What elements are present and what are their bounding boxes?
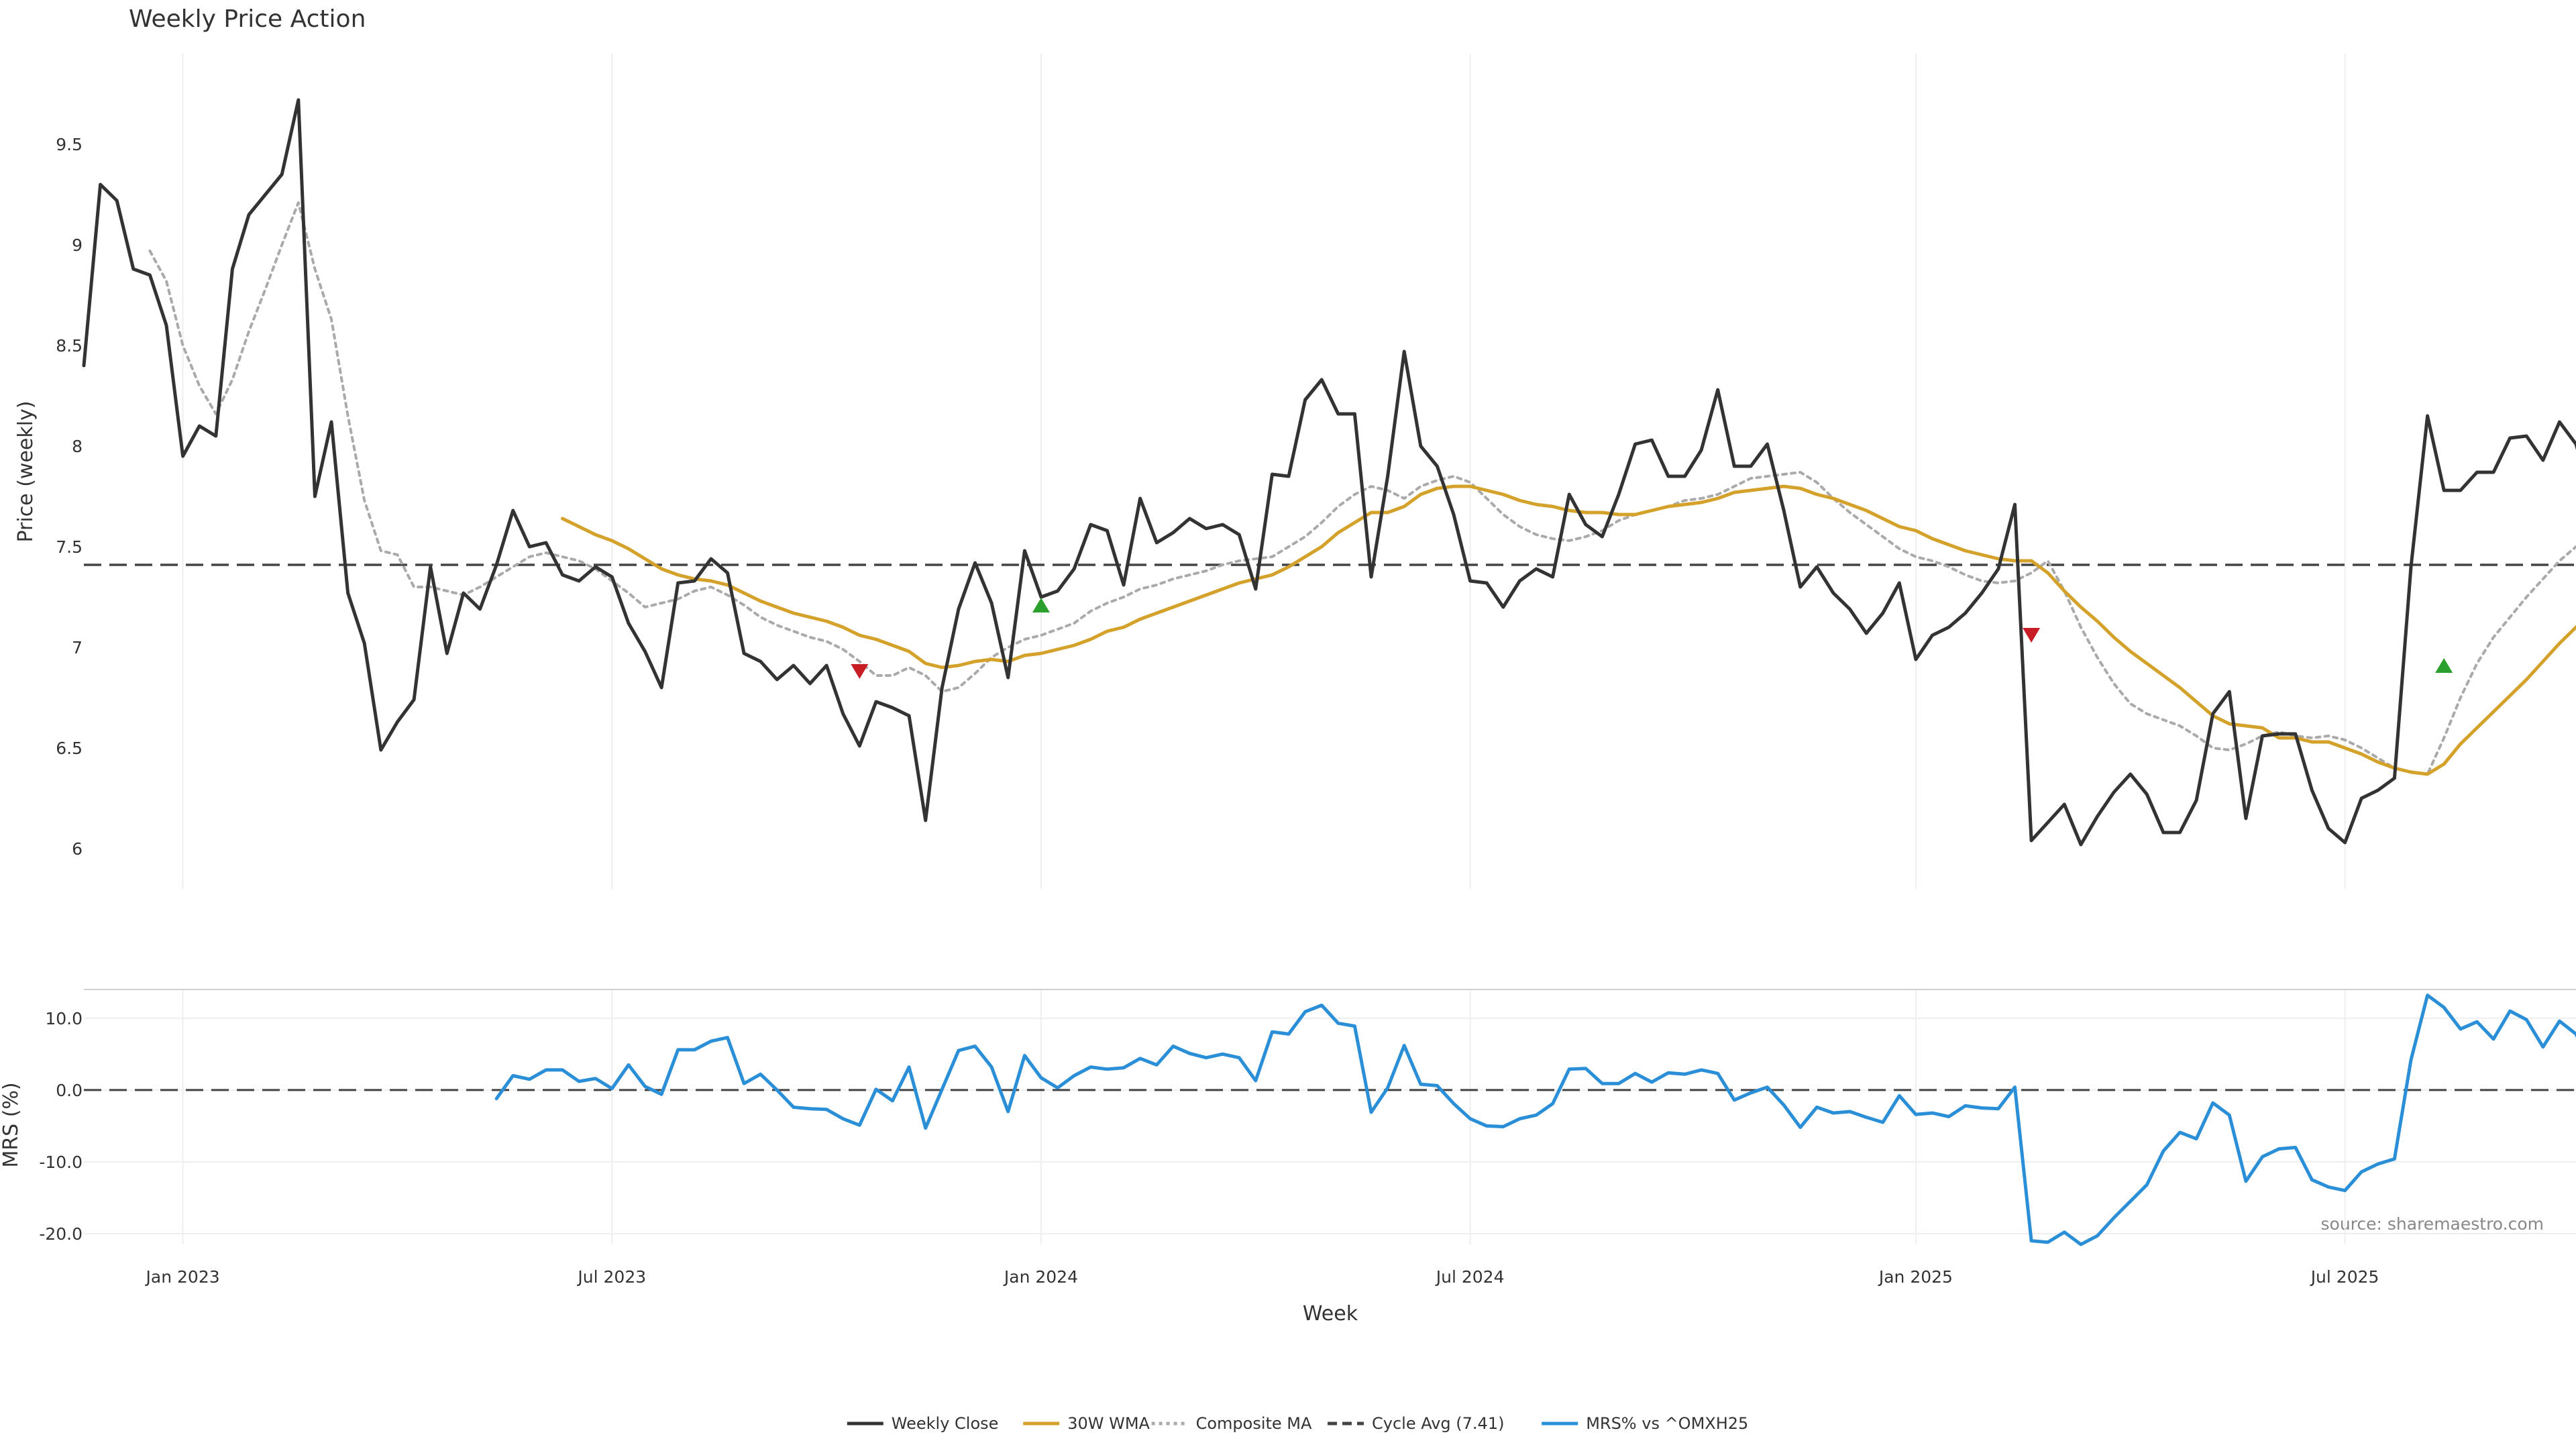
price-y-tick-label: 9.5 xyxy=(56,135,83,154)
buy-signal-marker xyxy=(1032,598,1050,612)
mrs-axis-label: MRS (%) xyxy=(0,1082,23,1167)
x-tick-label: Jul 2023 xyxy=(576,1267,646,1287)
sell-signal-marker xyxy=(2023,628,2041,643)
price-y-tick-label: 7.5 xyxy=(56,537,83,557)
price-axis-label: Price (weekly) xyxy=(14,400,38,542)
30w-wma-line xyxy=(561,484,2576,776)
x-tick-label: Jan 2024 xyxy=(1003,1267,1078,1287)
legend-label: Composite MA xyxy=(1196,1414,1312,1433)
x-tick-label: Jan 2025 xyxy=(1878,1267,1953,1287)
mrs-y-tick-label: -10.0 xyxy=(39,1152,83,1172)
x-tick-label: Jul 2025 xyxy=(2310,1267,2379,1287)
price-y-tick-label: 8.5 xyxy=(56,336,83,356)
legend-label: Weekly Close xyxy=(892,1414,999,1433)
legend-label: 30W WMA xyxy=(1067,1414,1150,1433)
mrs-y-tick-label: -20.0 xyxy=(39,1224,83,1244)
price-y-tick-label: 6.5 xyxy=(56,739,83,758)
weekly-close-line xyxy=(82,98,2576,847)
source-note: source: sharemaestro.com xyxy=(2321,1214,2544,1234)
mrs-line xyxy=(494,994,2576,1246)
legend: Weekly Close 30W WMA Composite MA Cycle Avg… xyxy=(847,1414,1748,1433)
price-y-tick-label: 8 xyxy=(72,437,83,456)
mrs-y-tick-label: 0.0 xyxy=(56,1081,83,1100)
price-y-tick-label: 9 xyxy=(72,235,83,255)
chart-title: Weekly Price Action xyxy=(129,5,366,33)
x-tick-label: Jan 2023 xyxy=(145,1267,220,1287)
price-y-tick-label: 6 xyxy=(72,839,83,859)
legend-label: MRS% vs ^OMXH25 xyxy=(1586,1414,1748,1433)
x-tick-label: Jul 2024 xyxy=(1435,1267,1505,1287)
composite-ma-line xyxy=(148,201,2576,775)
buy-signal-marker xyxy=(2435,658,2453,673)
mrs-y-tick-label: 10.0 xyxy=(45,1009,83,1028)
price-y-tick-label: 7 xyxy=(72,638,83,657)
sell-signal-marker xyxy=(851,664,869,679)
x-axis-label: Week xyxy=(1303,1302,1358,1326)
legend-label: Cycle Avg (7.41) xyxy=(1372,1414,1504,1433)
plot-layer: Jan 2023 Jul 2023 Jan 2024 Jul 2024 Jan 2025… xyxy=(39,54,2576,1287)
